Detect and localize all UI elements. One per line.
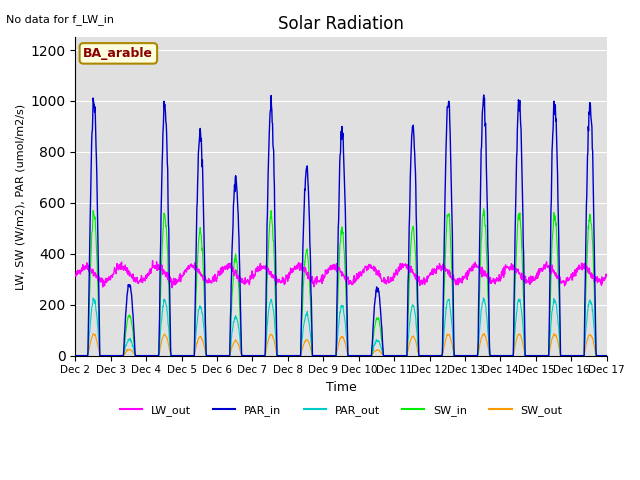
Text: No data for f_LW_in: No data for f_LW_in [6,14,115,25]
Text: BA_arable: BA_arable [83,47,154,60]
Title: Solar Radiation: Solar Radiation [278,15,404,33]
Legend: LW_out, PAR_in, PAR_out, SW_in, SW_out: LW_out, PAR_in, PAR_out, SW_in, SW_out [115,400,567,420]
Y-axis label: LW, SW (W/m2), PAR (umol/m2/s): LW, SW (W/m2), PAR (umol/m2/s) [15,103,25,289]
X-axis label: Time: Time [326,381,356,394]
